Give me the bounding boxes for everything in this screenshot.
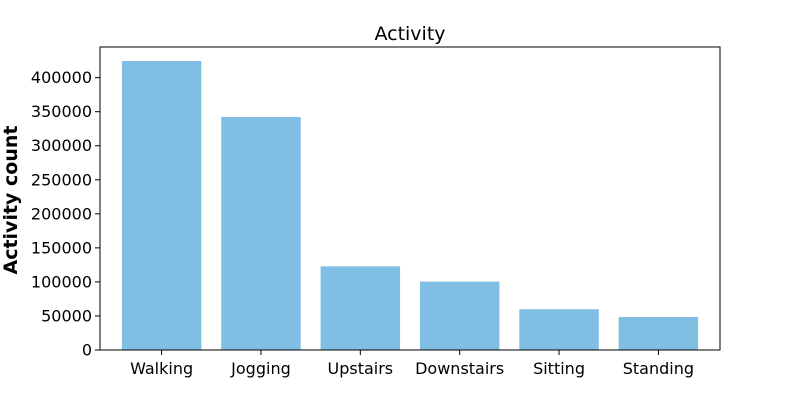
bar-upstairs <box>320 266 401 350</box>
bars-group <box>121 61 699 351</box>
bar-walking <box>121 61 202 350</box>
chart-title: Activity <box>374 23 445 45</box>
y-tick-label: 50000 <box>41 306 92 325</box>
x-tick-label: Walking <box>130 359 193 378</box>
y-tick-label: 250000 <box>31 170 92 189</box>
bar-jogging <box>221 116 301 351</box>
y-tick-label: 200000 <box>31 204 92 223</box>
bar-downstairs <box>419 281 500 350</box>
x-tick-label: Standing <box>623 359 694 378</box>
y-tick-label: 400000 <box>31 68 92 87</box>
y-tick-label: 0 <box>82 341 92 360</box>
y-ticks-group: 0 50000 100000 150000 200000 250000 300000 3500… <box>31 68 100 360</box>
bar-standing <box>618 317 699 350</box>
y-tick-label: 150000 <box>31 238 92 257</box>
x-tick-label: Jogging <box>230 359 291 378</box>
y-tick-label: 300000 <box>31 136 92 155</box>
x-tick-label: Sitting <box>533 359 585 378</box>
x-tick-label: Upstairs <box>328 359 394 378</box>
y-tick-label: 100000 <box>31 272 92 291</box>
plot-frame <box>99 46 721 351</box>
bar-sitting <box>519 309 599 350</box>
y-tick-label: 350000 <box>31 102 92 121</box>
x-tick-label: Downstairs <box>415 359 504 378</box>
x-ticks-group: Walking Jogging Upstairs Downstairs Sitting S… <box>130 350 694 378</box>
y-axis-label: Activity count <box>0 126 22 275</box>
